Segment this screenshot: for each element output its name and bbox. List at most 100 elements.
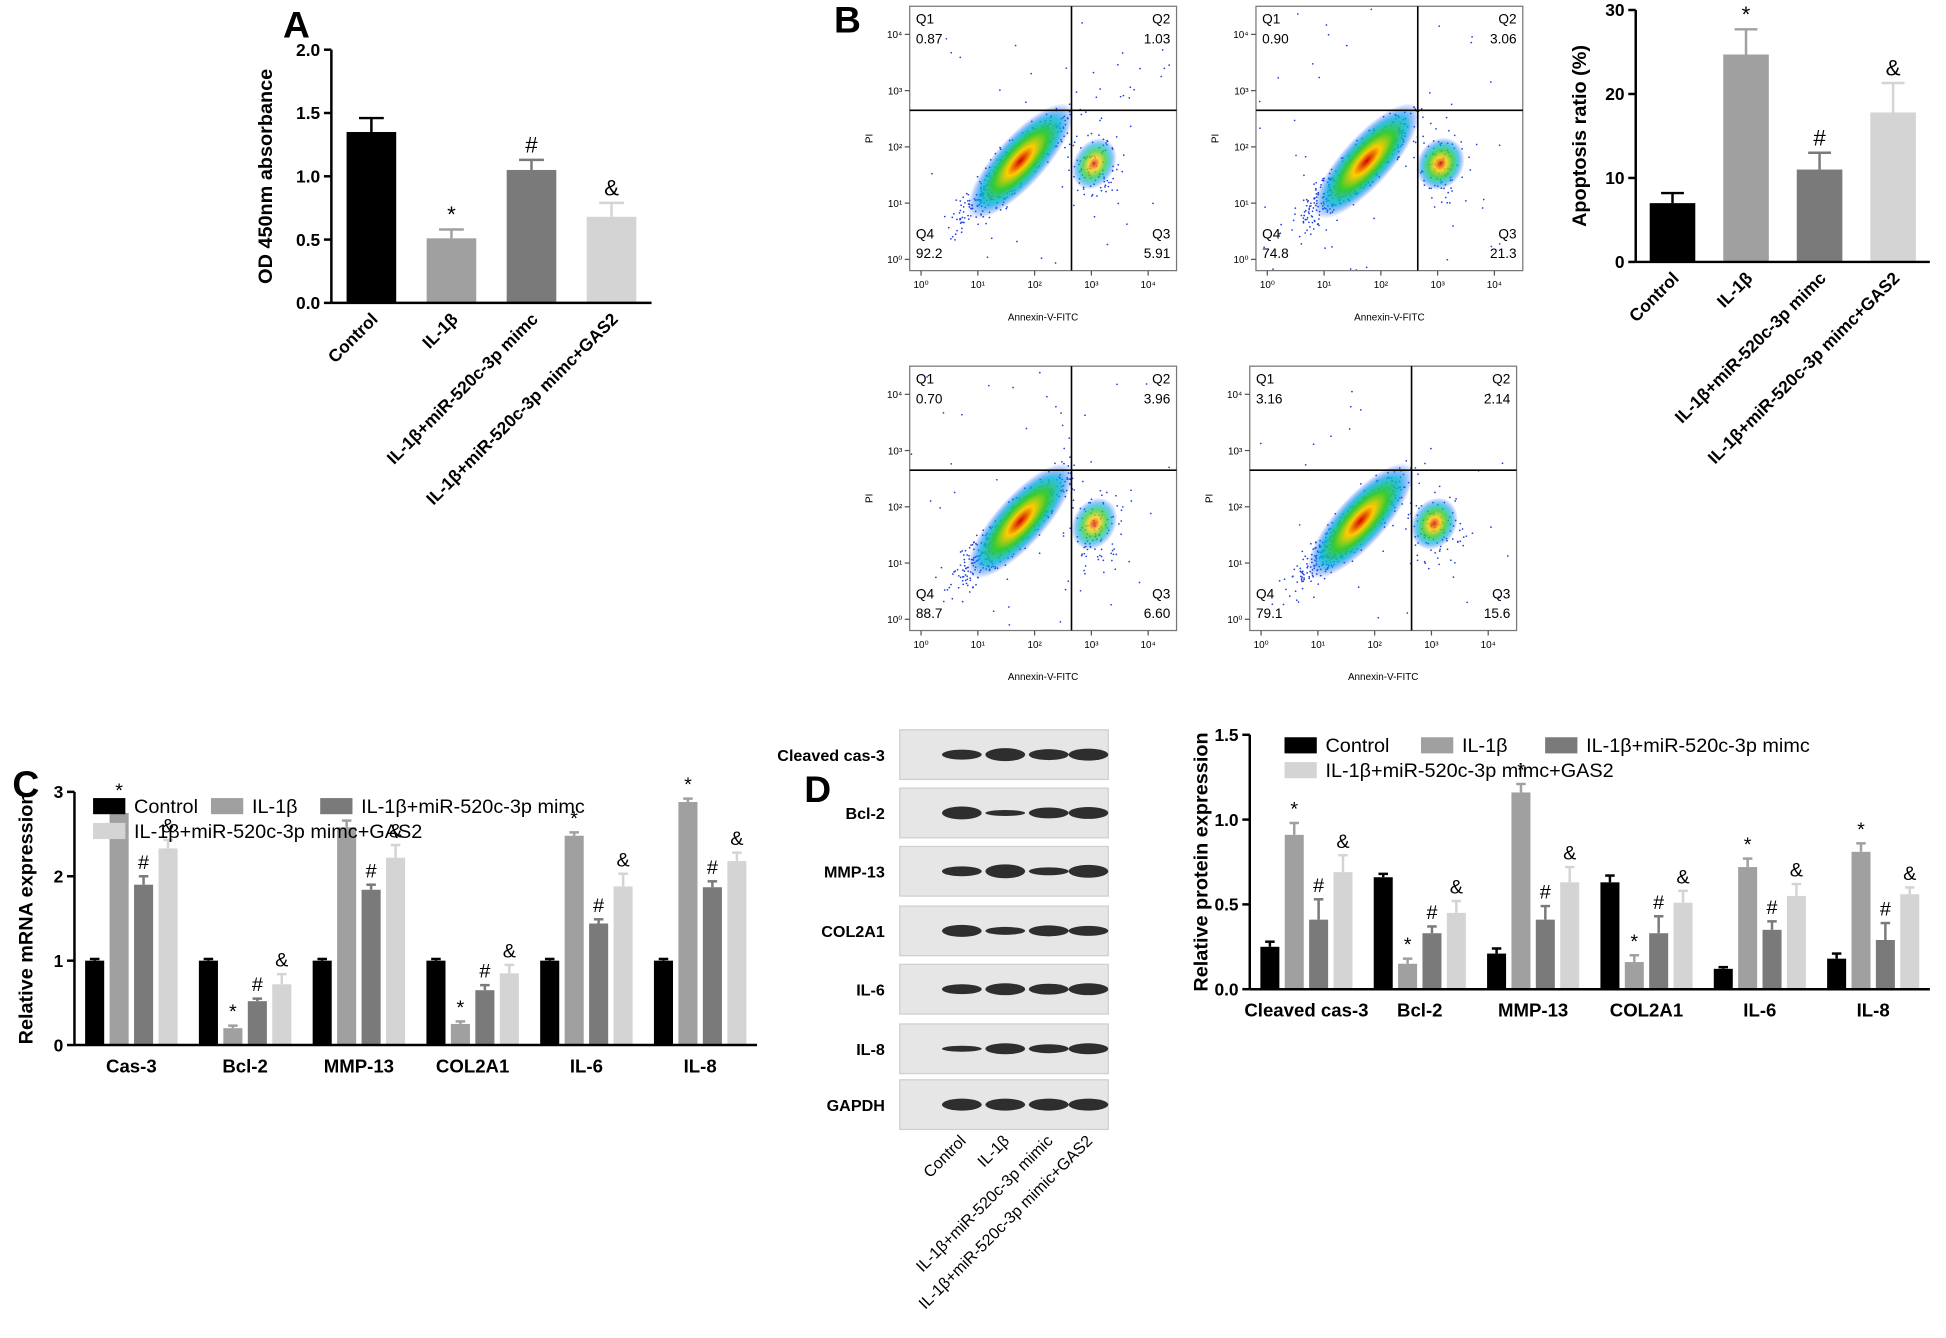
event-dot	[1313, 220, 1316, 223]
blot-band	[941, 1098, 982, 1111]
y-tick-label: 10²	[1234, 143, 1249, 154]
event-dot	[1301, 587, 1304, 590]
bar	[589, 923, 609, 1046]
event-dot	[1414, 141, 1417, 144]
event-dot	[1306, 572, 1309, 574]
event-dot	[1307, 211, 1310, 213]
significance-marker: *	[1742, 2, 1751, 27]
blot-band	[1028, 867, 1069, 876]
blot-band	[1028, 1044, 1069, 1054]
bar	[1649, 933, 1669, 990]
blot-band	[941, 1045, 982, 1052]
quadrant-value: 5.91	[1144, 246, 1171, 261]
event-dot	[953, 491, 956, 494]
event-dot	[1110, 559, 1113, 562]
event-dot	[950, 583, 952, 586]
significance-marker: &	[1563, 843, 1576, 865]
event-dot	[951, 597, 954, 600]
event-dot	[1430, 447, 1432, 450]
event-dot	[1025, 427, 1028, 430]
blot-row-label: IL-8	[856, 1041, 885, 1059]
event-dot	[962, 554, 965, 556]
quadrant-name: Q1	[916, 12, 934, 27]
y-axis-label: Relative protein expression	[1191, 732, 1213, 991]
bar	[1762, 929, 1782, 990]
event-dot	[1304, 209, 1307, 212]
event-dot	[1081, 553, 1083, 556]
bar	[1786, 895, 1806, 990]
blot-band	[1068, 864, 1109, 878]
event-dot	[1405, 460, 1408, 462]
event-dot	[1084, 111, 1087, 113]
event-dot	[990, 237, 993, 240]
event-dot	[1301, 570, 1304, 573]
event-dot	[1377, 616, 1380, 619]
event-dot	[926, 376, 928, 378]
event-dot	[1466, 601, 1468, 604]
quadrant-name: Q1	[916, 372, 934, 387]
event-dot	[1081, 480, 1084, 483]
event-dot	[963, 558, 966, 561]
event-dot	[1060, 412, 1062, 415]
significance-marker: #	[138, 852, 149, 874]
event-dot	[985, 222, 987, 225]
event-dot	[956, 218, 958, 221]
significance-marker: &	[389, 821, 402, 843]
quadrant-name: Q2	[1498, 12, 1516, 27]
x-tick-label: 10¹	[1317, 280, 1332, 291]
event-dot	[1096, 195, 1098, 197]
event-dot	[951, 573, 954, 576]
bar	[1560, 882, 1580, 990]
significance-marker: &	[604, 175, 619, 200]
event-dot	[1054, 462, 1056, 465]
event-dot	[986, 256, 989, 259]
x-tick-label: 10³	[1084, 640, 1099, 651]
x-tick-label: 10⁰	[914, 280, 929, 291]
bar	[1535, 919, 1555, 990]
event-dot	[1139, 67, 1141, 70]
event-dot	[1331, 246, 1333, 248]
event-dot	[962, 196, 965, 199]
event-dot	[1438, 563, 1440, 566]
blot-band	[985, 1098, 1026, 1111]
event-dot	[1069, 456, 1071, 459]
event-dot	[1304, 555, 1307, 558]
event-dot	[1434, 491, 1436, 494]
significance-marker: *	[1630, 931, 1638, 953]
blot-band	[1068, 1043, 1109, 1055]
significance-marker: #	[366, 860, 377, 882]
event-dot	[1108, 181, 1110, 184]
x-tick-label: IL-8	[684, 1055, 717, 1076]
y-axis-label: Apoptosis ratio (%)	[1569, 45, 1591, 227]
event-dot	[1046, 395, 1048, 398]
event-dot	[1306, 229, 1308, 232]
flow-plot	[1260, 390, 1509, 619]
event-dot	[1006, 578, 1009, 581]
significance-marker: #	[252, 974, 263, 996]
event-dot	[1327, 33, 1330, 36]
event-dot	[1300, 571, 1303, 574]
event-dot	[1100, 548, 1103, 551]
event-dot	[1420, 107, 1423, 110]
event-dot	[1288, 595, 1291, 597]
event-dot	[1392, 524, 1394, 527]
event-dot	[1433, 206, 1436, 208]
y-tick-label: 10⁴	[1233, 30, 1248, 41]
y-tick-label: 10³	[888, 446, 903, 457]
event-dot	[1303, 573, 1305, 576]
event-dot	[964, 579, 967, 582]
event-dot	[1064, 588, 1067, 591]
significance-marker: &	[503, 940, 516, 962]
event-dot	[1278, 579, 1281, 582]
event-dot	[1300, 214, 1303, 217]
event-dot	[1450, 103, 1453, 106]
event-dot	[956, 568, 959, 571]
event-dot	[1451, 190, 1453, 192]
event-dot	[973, 541, 975, 543]
event-dot	[1016, 240, 1018, 243]
significance-marker: *	[447, 202, 456, 227]
event-dot	[1100, 117, 1103, 120]
event-dot	[1073, 489, 1076, 491]
event-dot	[1160, 75, 1163, 78]
